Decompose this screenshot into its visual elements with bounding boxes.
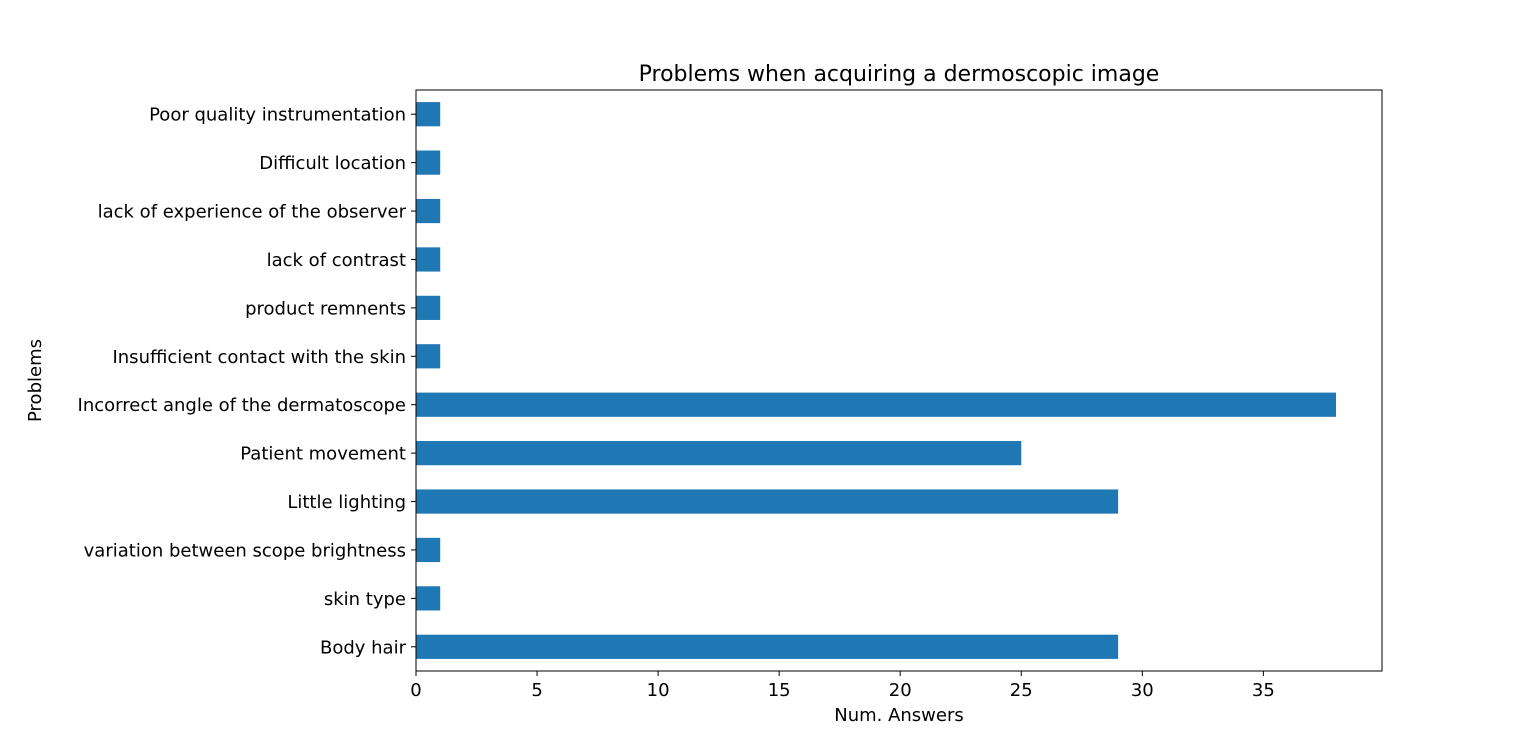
- bar: [416, 102, 441, 127]
- y-tick-label: Little lighting: [287, 492, 406, 513]
- y-tick-label: Poor quality instrumentation: [149, 105, 406, 126]
- bar: [416, 537, 441, 563]
- y-tick-label: product remnents: [245, 298, 406, 319]
- x-tick-label: 5: [531, 680, 542, 701]
- bar: [416, 441, 1022, 466]
- y-axis-label: Problems: [25, 339, 46, 422]
- y-tick-label: lack of experience of the observer: [98, 202, 407, 223]
- bar: [416, 489, 1119, 514]
- x-tick-label: 30: [1131, 680, 1154, 701]
- y-tick-label: skin type: [324, 589, 406, 610]
- x-axis-label: Num. Answers: [834, 705, 964, 726]
- y-tick-label: Insufficient contact with the skin: [112, 347, 406, 368]
- y-tick-label: Difficult location: [259, 153, 406, 174]
- y-tick-label: Patient movement: [240, 444, 406, 465]
- bar: [416, 634, 1119, 659]
- y-axis-ticks: Body hair skin type variation between scop…: [78, 105, 416, 658]
- axes-frame: [415, 89, 1383, 672]
- bars-group: [416, 102, 1336, 659]
- y-tick-label: Incorrect angle of the dermatoscope: [78, 395, 406, 416]
- y-tick-label: Body hair: [320, 637, 407, 658]
- x-tick-label: 10: [647, 680, 670, 701]
- bar: [416, 586, 441, 611]
- y-tick-label: variation between scope brightness: [84, 540, 406, 561]
- x-tick-label: 20: [889, 680, 912, 701]
- bar: [416, 295, 441, 320]
- x-axis-ticks: 0 5 10 15 20 25 30 35: [410, 671, 1275, 701]
- x-tick-label: 35: [1252, 680, 1275, 701]
- x-tick-label: 25: [1010, 680, 1033, 701]
- bar: [416, 247, 441, 272]
- bar: [416, 198, 441, 224]
- x-tick-label: 15: [768, 680, 791, 701]
- bar: [416, 344, 441, 369]
- bar: [416, 150, 441, 175]
- chart-title: Problems when acquiring a dermoscopic im…: [639, 62, 1160, 87]
- y-tick-label: lack of contrast: [267, 250, 406, 271]
- bar: [416, 392, 1336, 417]
- x-tick-label: 0: [410, 680, 421, 701]
